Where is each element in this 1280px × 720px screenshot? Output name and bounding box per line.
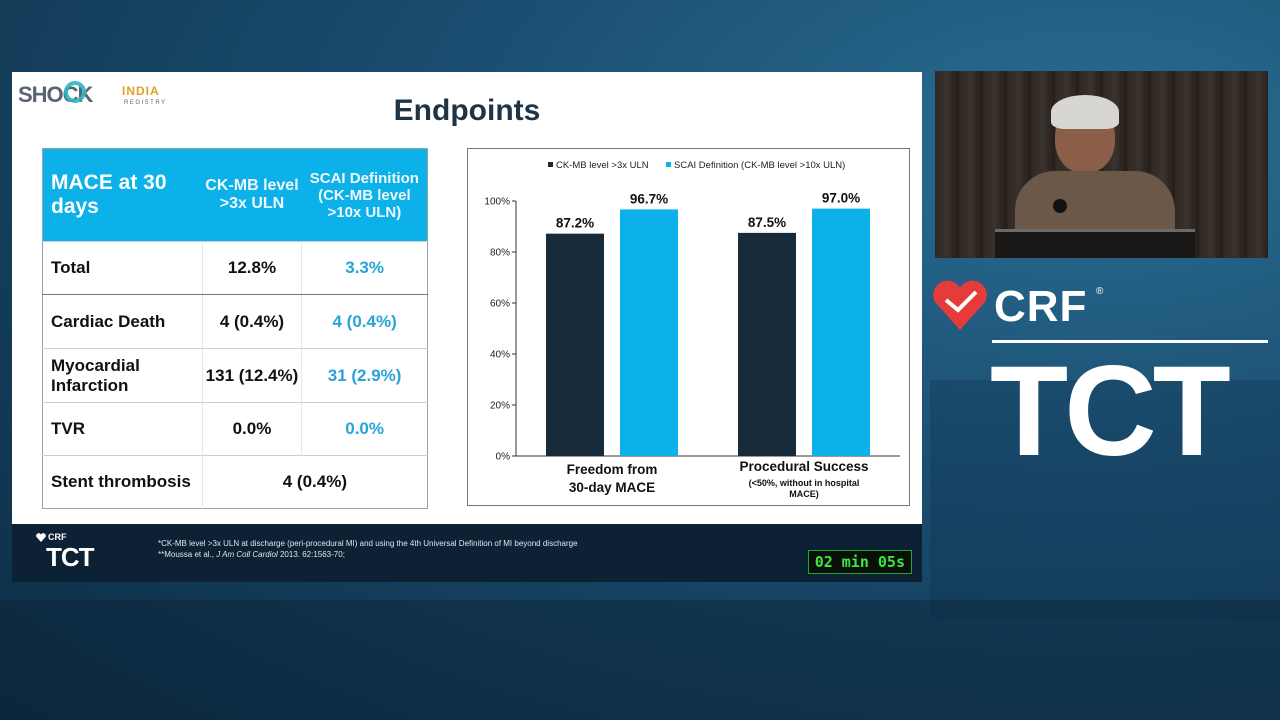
chart-svg: CK-MB level >3x ULN SCAI Definition (CK-M…: [484, 160, 900, 499]
bar-data-label: 96.7%: [630, 191, 668, 206]
x-category-sublabel: (<50%, without in hospital: [749, 478, 860, 488]
bar: [738, 232, 796, 456]
brand-divider: [992, 340, 1268, 343]
heart-icon: [933, 280, 987, 330]
legend-swatch: [548, 162, 553, 167]
bar-chart: CK-MB level >3x ULN SCAI Definition (CK-M…: [467, 148, 910, 506]
brand-registered-mark: ®: [1096, 286, 1104, 297]
x-category-label: Procedural Success: [739, 459, 868, 474]
logo-registry-text: REGISTRY: [124, 100, 167, 106]
row-label: Total: [42, 241, 203, 295]
logo-ring-icon: [64, 81, 86, 103]
brand-tct-text: TCT: [990, 340, 1231, 483]
row-combined-value: 4 (0.4%): [202, 455, 428, 509]
row-ck-value: 4 (0.4%): [202, 294, 303, 349]
row-label: Stent thrombosis: [42, 455, 203, 509]
y-tick-label: 100%: [484, 197, 510, 208]
x-category-label: Freedom from: [567, 462, 658, 477]
footnote-2-journal: J Am Coll Cardiol: [216, 550, 278, 559]
table-row: Myocardial Infarction 131 (12.4%) 31 (2.…: [42, 348, 428, 403]
logo-india-text: INDIA: [122, 84, 160, 98]
row-scai-value: 3.3%: [301, 241, 428, 295]
countdown-timer: 02 min 05s: [807, 550, 912, 574]
slide-footer: CRF TCT *CK-MB level >3x ULN at discharg…: [12, 524, 922, 582]
speaker-hair: [1051, 95, 1119, 129]
row-ck-value: 12.8%: [202, 241, 303, 295]
x-category-label: 30-day MACE: [569, 480, 655, 495]
row-ck-value: 0.0%: [202, 402, 303, 456]
y-tick-label: 60%: [490, 299, 510, 310]
header-ckmb: CK-MB level >3x ULN: [202, 148, 302, 242]
footnote-2-prefix: **Moussa et al.,: [158, 550, 217, 559]
footer-tct-text: TCT: [46, 542, 95, 572]
bar-data-label: 97.0%: [822, 191, 860, 206]
background-decoration: [0, 600, 1280, 720]
bar: [546, 233, 604, 456]
bar-data-label: 87.5%: [748, 215, 786, 230]
mace-table: MACE at 30 days CK-MB level >3x ULN SCAI…: [42, 148, 428, 509]
row-label: TVR: [42, 402, 203, 456]
y-tick-label: 80%: [490, 248, 510, 259]
tct-branding: CRF ® TCT: [930, 278, 1270, 488]
table-header-row: MACE at 30 days CK-MB level >3x ULN SCAI…: [42, 148, 428, 242]
row-scai-value: 31 (2.9%): [301, 348, 428, 403]
header-scai: SCAI Definition (CK-MB level >10x ULN): [301, 148, 428, 242]
y-tick-label: 0%: [496, 452, 511, 463]
legend-label: SCAI Definition (CK-MB level >10x ULN): [674, 160, 845, 171]
bar-data-label: 87.2%: [556, 216, 594, 231]
microphone: [1053, 199, 1067, 213]
background-decoration: [930, 380, 1280, 620]
row-scai-value: 0.0%: [301, 402, 428, 456]
shock-india-logo: SHOCK INDIA REGISTRY: [18, 78, 178, 116]
brand-crf-text: CRF: [994, 282, 1088, 331]
bar: [620, 209, 678, 456]
row-label: Myocardial Infarction: [42, 348, 203, 403]
row-label: Cardiac Death: [42, 294, 203, 349]
table-row: Cardiac Death 4 (0.4%) 4 (0.4%): [42, 294, 428, 349]
x-category-sublabel: MACE): [789, 489, 819, 499]
podium: [995, 229, 1195, 258]
table-row: TVR 0.0% 0.0%: [42, 402, 428, 456]
table-row: Stent thrombosis 4 (0.4%): [42, 455, 428, 509]
footnote-2: **Moussa et al., J Am Coll Cardiol 2013.…: [158, 549, 578, 560]
presentation-slide: SHOCK INDIA REGISTRY Endpoints MACE at 3…: [12, 72, 922, 582]
header-mace: MACE at 30 days: [42, 148, 203, 242]
table-row: Total 12.8% 3.3%: [42, 241, 428, 295]
row-scai-value: 4 (0.4%): [301, 294, 428, 349]
speaker-video: [935, 71, 1268, 258]
footnotes: *CK-MB level >3x ULN at discharge (peri-…: [158, 538, 578, 560]
legend-swatch: [666, 162, 671, 167]
row-ck-value: 131 (12.4%): [202, 348, 303, 403]
slide-title: Endpoints: [393, 94, 541, 127]
y-tick-label: 20%: [490, 401, 510, 412]
footnote-2-suffix: 2013. 62:1563-70;: [277, 550, 345, 559]
legend-label: CK-MB level >3x ULN: [556, 160, 649, 171]
y-tick-label: 40%: [490, 350, 510, 361]
footer-crf-text: CRF: [48, 532, 67, 542]
heart-icon: [36, 533, 46, 542]
bar: [812, 208, 870, 456]
footnote-1: *CK-MB level >3x ULN at discharge (peri-…: [158, 539, 578, 548]
